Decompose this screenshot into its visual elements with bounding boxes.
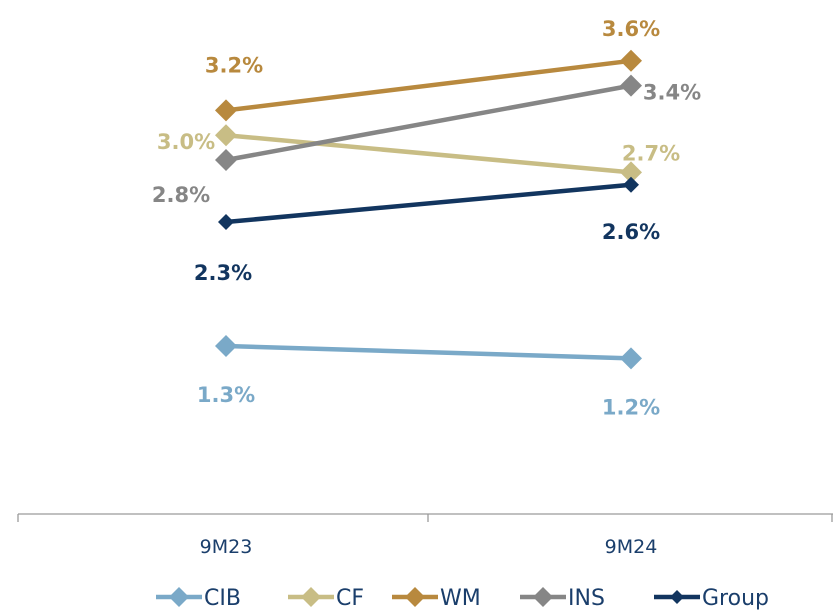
legend-swatch-marker xyxy=(670,590,684,604)
series-line-ins xyxy=(225,83,632,163)
data-label-wm: 3.2% xyxy=(205,53,263,77)
x-axis: 9M23 9M24 xyxy=(17,513,833,558)
data-label-group: 2.6% xyxy=(602,220,660,244)
data-label-cib: 1.3% xyxy=(197,383,255,407)
data-point-group xyxy=(218,214,234,230)
data-label-cf: 2.7% xyxy=(622,141,680,165)
data-point-wm xyxy=(620,49,642,72)
legend: CIB CF WM INS Group xyxy=(156,586,769,611)
data-point-cib xyxy=(620,347,642,370)
series-line-cib xyxy=(225,343,632,361)
data-label-cib: 1.2% xyxy=(602,395,660,419)
legend-item-wm: WM xyxy=(392,586,481,611)
legend-item-cib: CIB xyxy=(156,586,241,611)
legend-swatch-marker xyxy=(301,587,321,607)
series-line-group xyxy=(225,182,632,225)
legend-item-ins: INS xyxy=(520,586,605,611)
data-point-cf xyxy=(215,124,237,147)
data-label-ins: 2.8% xyxy=(152,183,210,207)
x-tick-label: 9M23 xyxy=(200,536,253,558)
legend-label: INS xyxy=(568,586,605,611)
legend-label: CF xyxy=(336,586,364,611)
data-point-ins xyxy=(620,74,642,97)
data-point-group xyxy=(623,176,639,193)
data-point-wm xyxy=(215,99,237,122)
data-labels: 1.3% 1.2% 3.0% 2.7% 3.2% 3.6% 2.8% 3.4% 2.3% 2.6% xyxy=(152,17,701,420)
legend-label: Group xyxy=(702,586,769,611)
data-label-group: 2.3% xyxy=(194,261,252,285)
data-label-cf: 3.0% xyxy=(157,130,215,154)
legend-swatch-marker xyxy=(405,587,425,607)
series-line-wm xyxy=(225,58,632,113)
series-line-cf xyxy=(225,132,632,175)
data-point-cib xyxy=(215,335,237,357)
series-lines xyxy=(215,49,642,370)
legend-item-group: Group xyxy=(654,586,769,611)
data-point-cf xyxy=(620,161,642,184)
legend-swatch-marker xyxy=(533,587,553,607)
data-label-ins: 3.4% xyxy=(643,81,701,105)
legend-label: CIB xyxy=(204,586,241,611)
legend-label: WM xyxy=(440,586,481,611)
data-label-wm: 3.6% xyxy=(602,17,660,41)
legend-item-cf: CF xyxy=(288,586,364,611)
legend-swatch-marker xyxy=(169,587,189,607)
x-tick-label: 9M24 xyxy=(605,536,658,558)
data-point-ins xyxy=(215,149,237,171)
